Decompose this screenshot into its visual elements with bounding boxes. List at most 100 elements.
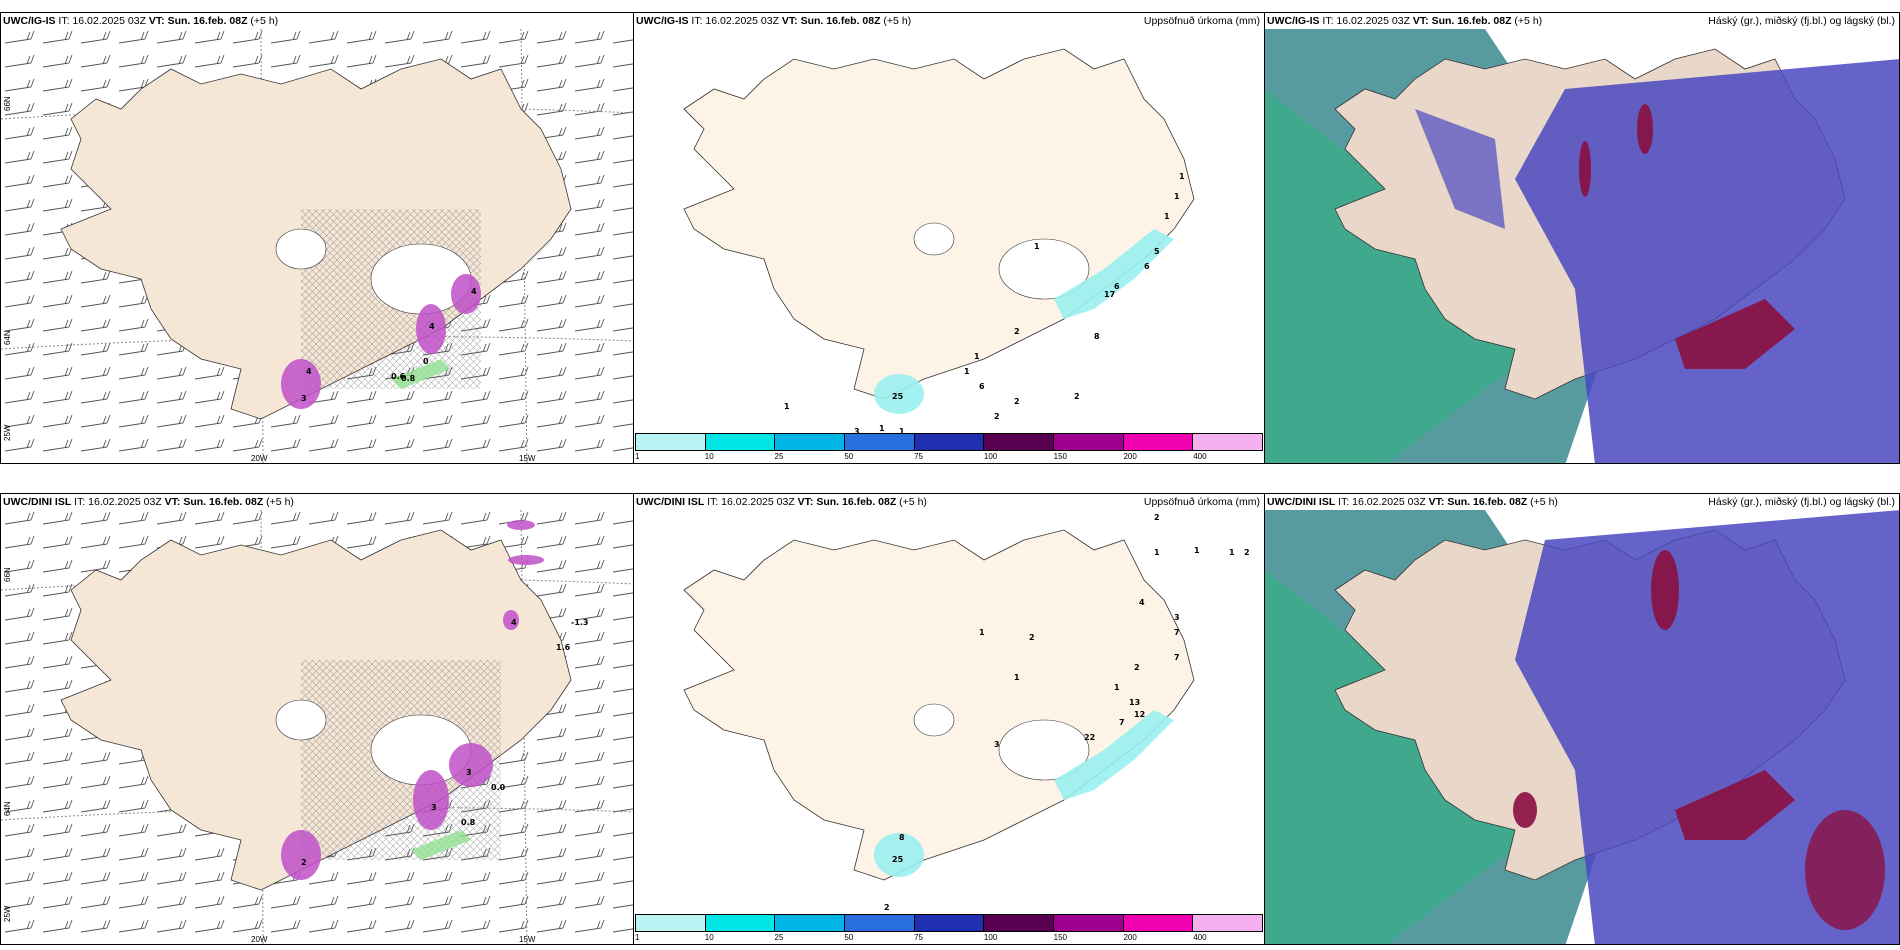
cloud-map: [1265, 510, 1899, 944]
colorbar-swatch: [705, 434, 776, 450]
colorbar: [635, 433, 1263, 451]
value-label: 1: [974, 352, 980, 361]
colorbar-label: 1: [635, 452, 640, 461]
colorbar-swatch: [775, 915, 846, 931]
precip-map: 2 1 1 1 2 4 3 7 7 2 1 2 1 13 12 7 3 22 2…: [683, 513, 1250, 912]
value-label: 3: [1174, 613, 1180, 622]
value-label: 5: [1154, 247, 1160, 256]
lat-label: 25W: [3, 424, 12, 441]
value-label: 1: [1229, 548, 1235, 557]
value-label: 4: [511, 618, 517, 627]
colorbar-label: 100: [983, 933, 998, 942]
purple-area-2: [416, 304, 446, 354]
lat-label: 66N: [3, 96, 12, 111]
colorbar-label: 200: [1123, 933, 1137, 942]
value-label: 7: [1174, 628, 1180, 637]
panel-subtitle: Háský (gr.), miðský (fj.bl.) og lágský (…: [1708, 496, 1895, 508]
value-label: 1: [784, 402, 790, 411]
glacier-1: [275, 228, 327, 270]
value-label: 0.6: [391, 372, 406, 381]
value-label: 2: [1244, 548, 1250, 557]
value-label: 2: [1154, 513, 1160, 522]
value-label: 1: [899, 427, 905, 436]
purple-area: [413, 770, 449, 830]
value-label: 7: [1174, 653, 1180, 662]
colorbar-swatch: [845, 434, 915, 450]
value-label: 2: [1014, 397, 1020, 406]
high-cloud-area: [1513, 792, 1537, 828]
colorbar-swatch: [636, 434, 706, 450]
value-label: 3: [466, 768, 472, 777]
value-label: 4: [1139, 598, 1145, 607]
value-label: 8: [899, 833, 905, 842]
value-label: 2: [1134, 663, 1140, 672]
colorbar-swatch: [1123, 434, 1194, 450]
value-label: 7: [1119, 718, 1125, 727]
value-label: 1.6: [556, 643, 571, 652]
rain-area: [874, 833, 924, 877]
colorbar-swatch: [1054, 915, 1124, 931]
value-label: 2: [301, 858, 307, 867]
colorbar-label: 100: [983, 452, 998, 461]
purple-area-1: [281, 359, 321, 409]
value-label: -1.3: [571, 618, 589, 627]
value-label: 2: [1029, 633, 1035, 642]
lon-label: 15W: [519, 935, 536, 944]
purple-area: [507, 520, 535, 530]
panel-subtitle: Uppsöfnuð úrkoma (mm): [1143, 496, 1260, 508]
high-cloud-area: [1579, 141, 1591, 197]
value-label: 1: [1034, 242, 1040, 251]
value-label: 2: [1014, 327, 1020, 336]
high-cloud-area: [1805, 810, 1885, 930]
colorbar-swatch: [1123, 915, 1194, 931]
lat-label: 25W: [3, 905, 12, 922]
cloud-map: [1265, 29, 1899, 463]
value-label: 1: [1114, 683, 1120, 692]
colorbar-label: 25: [774, 452, 784, 461]
value-label: 1: [879, 424, 885, 433]
value-label: 4: [471, 287, 477, 296]
colorbar-label: 75: [914, 933, 924, 942]
lat-label: 66N: [3, 567, 12, 582]
glacier: [998, 238, 1090, 300]
value-label: 0.8: [401, 374, 416, 383]
glacier: [913, 222, 955, 256]
colorbar-swatch: [1054, 434, 1124, 450]
panel-title: UWC/DINI ISL IT: 16.02.2025 03Z VT: Sun.…: [1267, 496, 1558, 508]
value-label: 6: [979, 382, 985, 391]
purple-area: [281, 830, 321, 880]
panel-top-middle-precip: UWC/IG-IS IT: 16.02.2025 03Z VT: Sun. 16…: [633, 12, 1265, 464]
purple-area: [503, 610, 519, 630]
colorbar-label: 25: [774, 933, 784, 942]
rain-area: [874, 374, 924, 414]
colorbar-labels: 1 10 25 50 75 100 150 200 400: [635, 452, 1263, 462]
colorbar-label: 400: [1193, 933, 1207, 942]
lat-label: 64N: [3, 330, 12, 345]
panel-title: UWC/IG-IS IT: 16.02.2025 03Z VT: Sun. 16…: [636, 15, 912, 27]
value-label: 3: [994, 740, 1000, 749]
colorbar-swatch: [984, 915, 1055, 931]
colorbar-label: 400: [1193, 452, 1207, 461]
colorbar-label: 150: [1053, 933, 1068, 942]
value-label: 25: [892, 392, 904, 401]
value-label: 13: [1129, 698, 1140, 707]
colorbar-swatch: [984, 434, 1055, 450]
value-label: 4: [429, 322, 435, 331]
colorbar-label: 10: [704, 933, 714, 942]
colorbar: [635, 914, 1263, 932]
green-area: [391, 359, 451, 389]
low-cloud-area: [1415, 109, 1505, 229]
value-label: 4: [306, 367, 312, 376]
high-cloud-area: [1637, 104, 1653, 154]
value-label: 1: [964, 367, 970, 376]
panel-subtitle: Háský (gr.), miðský (fj.bl.) og lágský (…: [1708, 15, 1895, 27]
value-label: 1: [1179, 172, 1185, 181]
purple-area: [508, 555, 544, 565]
colorbar-swatch: [914, 915, 985, 931]
colorbar-swatch: [1193, 434, 1263, 450]
panel-title: UWC/DINI ISL IT: 16.02.2025 03Z VT: Sun.…: [3, 496, 294, 508]
value-label: 12: [1134, 710, 1145, 719]
glacier: [998, 719, 1090, 781]
panel-title: UWC/DINI ISL IT: 16.02.2025 03Z VT: Sun.…: [636, 496, 927, 508]
value-label: 1: [1014, 673, 1020, 682]
